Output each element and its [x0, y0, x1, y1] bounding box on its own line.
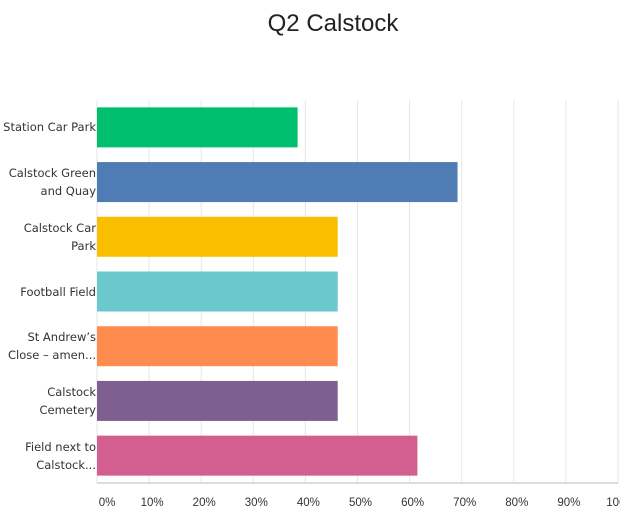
x-tick-label: 80%	[505, 497, 528, 508]
chart-title: Q2 Calstock	[268, 10, 400, 37]
bar	[97, 162, 458, 203]
y-tick-label: Calstock Green and Quay	[8, 166, 96, 199]
bar	[97, 107, 298, 148]
bar	[97, 271, 338, 312]
x-tick-label: 30%	[245, 497, 268, 508]
bar	[97, 380, 338, 421]
x-tick-label: 100%	[606, 497, 620, 508]
x-tick-label: 60%	[401, 497, 424, 508]
x-tick-label: 40%	[297, 497, 320, 508]
x-tick-label: 90%	[557, 497, 580, 508]
y-tick-label: St Andrew’s Close – amen...	[8, 330, 96, 363]
y-tick-label: Calstock Cemetery	[39, 384, 96, 417]
x-tick-label: 50%	[349, 497, 372, 508]
x-tick-label: 0%	[99, 497, 116, 508]
x-tick-label: 20%	[193, 497, 216, 508]
bar	[97, 326, 338, 367]
x-tick-label: 10%	[141, 497, 164, 508]
y-tick-label: Football Field	[20, 284, 96, 299]
bar	[97, 216, 338, 257]
x-tick-label: 70%	[453, 497, 476, 508]
y-tick-label: Field next to Calstock...	[25, 439, 96, 472]
y-tick-label: Station Car Park	[3, 120, 96, 135]
y-tick-label: Calstock Car Park	[23, 220, 96, 253]
bar	[97, 435, 418, 476]
